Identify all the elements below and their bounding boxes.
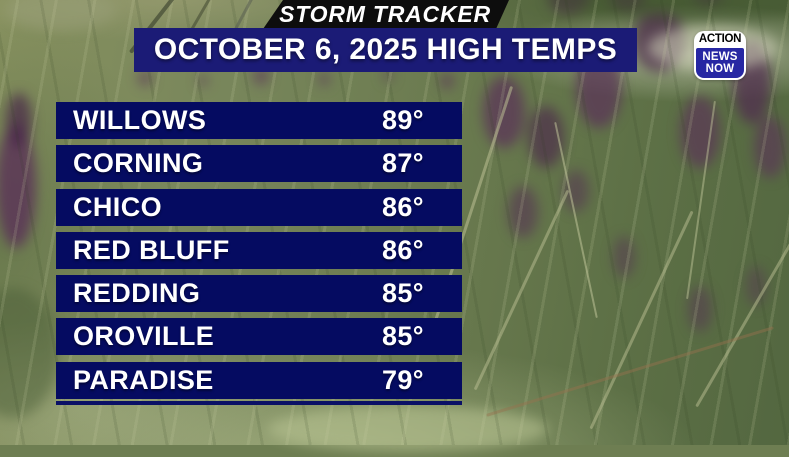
table-footer-bar xyxy=(56,401,462,405)
logo-blue-panel: NEWS NOW xyxy=(696,48,744,78)
table-row: OROVILLE 85° xyxy=(56,318,462,356)
temp-value: 89° xyxy=(381,105,424,135)
temp-value: 85° xyxy=(381,321,424,352)
temp-value: 85° xyxy=(381,278,424,309)
city-label: PARADISE xyxy=(73,364,214,395)
action-news-now-logo: ACTION NEWS NOW xyxy=(694,31,746,80)
table-row: REDDING 85° xyxy=(56,275,462,313)
table-row: CHICO 86° xyxy=(56,188,462,226)
storm-tracker-banner: STORM TRACKER xyxy=(263,0,509,29)
temps-table: WILLOWS 89° CORNING 87° CHICO 86° RED BLUFF 86°… xyxy=(56,102,462,405)
table-row: CORNING 87° xyxy=(56,145,462,183)
temp-value: 86° xyxy=(381,191,424,222)
logo-action-text: ACTION xyxy=(698,33,742,45)
page-title: OCTOBER 6, 2025 HIGH TEMPS xyxy=(153,33,618,66)
temp-value: 86° xyxy=(381,234,424,265)
temp-value: 79° xyxy=(381,364,424,395)
table-row: WILLOWS 89° xyxy=(56,102,462,139)
city-label: RED BLUFF xyxy=(73,234,230,265)
city-label: CHICO xyxy=(73,191,162,222)
table-row: PARADISE 79° xyxy=(56,361,462,399)
temp-value: 87° xyxy=(381,148,424,179)
city-label: OROVILLE xyxy=(73,321,215,352)
logo-now-text: NOW xyxy=(705,63,735,75)
table-row: RED BLUFF 86° xyxy=(56,231,462,269)
city-label: WILLOWS xyxy=(73,105,207,135)
city-label: REDDING xyxy=(73,278,201,309)
logo-news-text: NEWS xyxy=(702,51,738,63)
storm-tracker-label: STORM TRACKER xyxy=(279,1,491,27)
city-label: CORNING xyxy=(73,148,204,179)
title-banner: OCTOBER 6, 2025 HIGH TEMPS xyxy=(134,28,637,72)
